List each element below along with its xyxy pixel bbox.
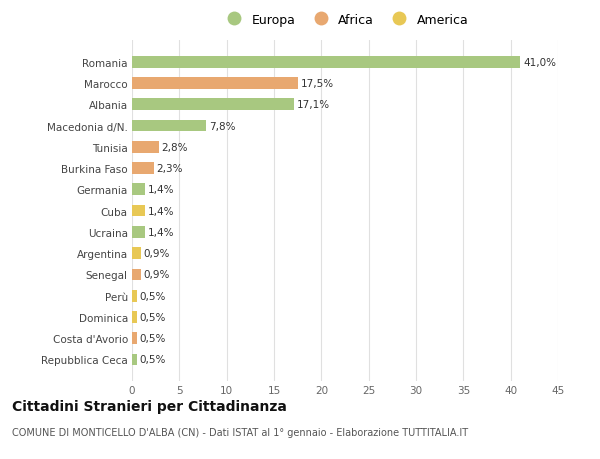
Bar (132, 354, 137, 365)
Text: 0,9%: 0,9% (143, 249, 170, 258)
Bar (132, 78, 298, 90)
Text: Cittadini Stranieri per Cittadinanza: Cittadini Stranieri per Cittadinanza (12, 399, 287, 413)
Bar (132, 333, 137, 344)
Bar (132, 248, 140, 259)
Bar (132, 311, 137, 323)
Legend: Europa, Africa, America: Europa, Africa, America (222, 14, 468, 27)
Text: 0,9%: 0,9% (143, 270, 170, 280)
Text: COMUNE DI MONTICELLO D'ALBA (CN) - Dati ISTAT al 1° gennaio - Elaborazione TUTTI: COMUNE DI MONTICELLO D'ALBA (CN) - Dati … (12, 427, 468, 437)
Bar (132, 290, 137, 302)
Bar (132, 99, 294, 111)
Bar (132, 184, 145, 196)
Bar (132, 269, 140, 280)
Bar (132, 57, 520, 68)
Text: 7,8%: 7,8% (209, 121, 235, 131)
Bar (132, 142, 158, 153)
Text: 1,4%: 1,4% (148, 185, 175, 195)
Bar (132, 227, 145, 238)
Bar (132, 163, 154, 174)
Text: 17,5%: 17,5% (301, 79, 334, 89)
Bar (132, 120, 206, 132)
Text: 2,3%: 2,3% (157, 164, 183, 174)
Text: 0,5%: 0,5% (140, 334, 166, 343)
Text: 1,4%: 1,4% (148, 206, 175, 216)
Text: 0,5%: 0,5% (140, 355, 166, 365)
Text: 41,0%: 41,0% (523, 57, 556, 67)
Text: 0,5%: 0,5% (140, 312, 166, 322)
Text: 0,5%: 0,5% (140, 291, 166, 301)
Bar (132, 205, 145, 217)
Text: 2,8%: 2,8% (161, 142, 188, 152)
Text: 17,1%: 17,1% (297, 100, 330, 110)
Text: 1,4%: 1,4% (148, 227, 175, 237)
